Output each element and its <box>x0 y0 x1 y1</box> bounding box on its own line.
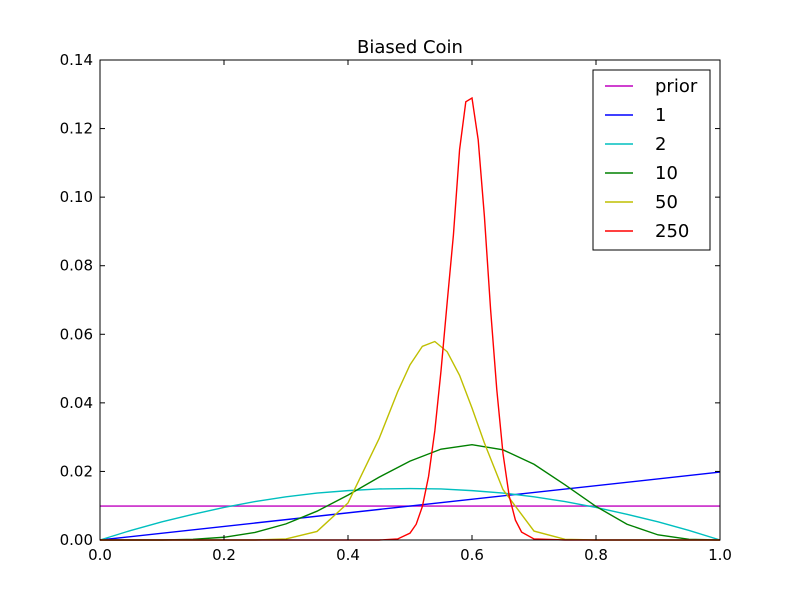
legend-label-1: 1 <box>655 105 666 126</box>
series-line-50 <box>100 340 720 541</box>
legend: prior 1 2 10 50 250 <box>592 69 711 251</box>
chart-title: Biased Coin <box>357 37 463 58</box>
legend-label-250: 250 <box>655 221 689 242</box>
x-tick-label: 0.2 <box>212 546 236 564</box>
series-line-1 <box>99 471 721 541</box>
y-tick-label: 0.06 <box>60 325 93 343</box>
legend-label-10: 10 <box>655 163 678 184</box>
y-tick-label: 0.04 <box>60 394 93 412</box>
y-tick-label: 0.02 <box>60 462 93 480</box>
legend-label-50: 50 <box>655 192 678 213</box>
x-tick-label: 0.6 <box>460 546 484 564</box>
y-tick-label: 0.12 <box>60 120 93 138</box>
x-tick-label: 1.0 <box>708 546 732 564</box>
legend-label-2: 2 <box>655 134 666 155</box>
y-tick-label: 0.00 <box>60 531 93 549</box>
legend-label-prior: prior <box>655 76 698 97</box>
series-line-250 <box>100 96 720 541</box>
x-tick-label: 0.0 <box>88 546 112 564</box>
legend-box <box>592 69 711 251</box>
x-tick-label: 0.4 <box>336 546 360 564</box>
y-tick-label: 0.08 <box>60 257 93 275</box>
x-tick-label: 0.8 <box>584 546 608 564</box>
y-tick-label: 0.14 <box>60 51 93 69</box>
series-line-2 <box>99 487 721 541</box>
axis-ticks <box>99 59 721 541</box>
plot-frame <box>99 59 721 541</box>
y-tick-label: 0.10 <box>60 188 93 206</box>
plot-lines <box>99 96 721 541</box>
series-line-10 <box>100 443 721 541</box>
axis-tick-labels: 0.0 0.2 0.4 0.6 0.8 1.0 0.00 0.02 0.04 0.06 0.08 0.… <box>60 51 732 564</box>
